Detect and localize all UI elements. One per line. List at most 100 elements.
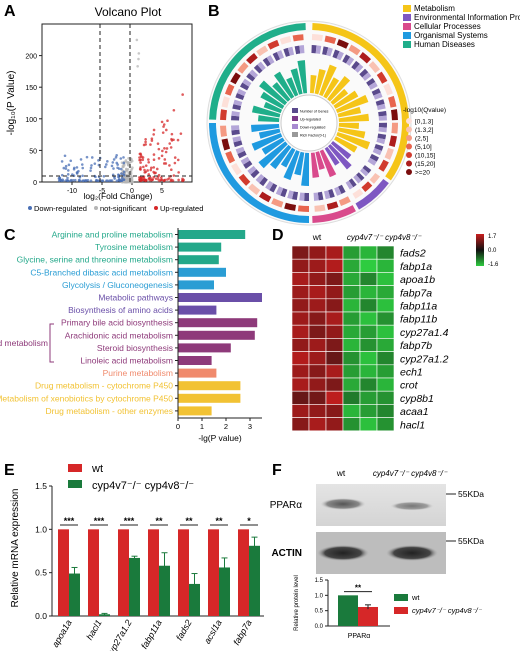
qpcr-y-tick-label: 1.0: [35, 524, 47, 534]
circos-down-ring: [373, 92, 383, 100]
enrichment-category-label: Biosynthesis of amino acids: [68, 305, 173, 315]
circos-up-ring: [294, 45, 301, 55]
heatmap-cell: [308, 258, 327, 273]
volcano-point: [163, 158, 167, 161]
volcano-point: [137, 57, 140, 61]
heatmap-cell: [291, 311, 310, 326]
volcano-point: [157, 173, 161, 177]
circos-inner-legend-label: Down-regulated: [300, 126, 325, 130]
protein-bars: **: [338, 584, 378, 626]
volcano-x-tick-label: 5: [160, 188, 164, 195]
enrichment-category-label: Primary bile acid biosynthesis: [61, 318, 173, 328]
circos-qvalue-ring: [279, 36, 292, 45]
volcano-point: [143, 168, 146, 172]
volcano-point: [80, 163, 84, 166]
circos-rich-bar: [319, 149, 337, 178]
circos-down-ring: [276, 50, 285, 60]
qvalue-legend-dot: [406, 160, 412, 167]
circos-up-ring: [378, 122, 387, 128]
volcano-point: [151, 178, 154, 181]
band-ppara-ko: [390, 501, 434, 511]
panel-letter-b: B: [208, 3, 220, 20]
enrichment-bar: [178, 330, 255, 340]
marker-size-ppara: 55KDa: [458, 489, 484, 499]
volcano-point: [159, 178, 163, 182]
volcano-point: [165, 128, 168, 132]
circos-up-ring: [311, 45, 317, 54]
qpcr-sig-label: *: [247, 516, 251, 526]
circos-down-ring: [233, 99, 243, 107]
circos-down-ring: [360, 168, 369, 177]
volcano-point: [139, 166, 142, 169]
circos-outer-ring: [209, 23, 306, 120]
band-actin-ko: [386, 545, 438, 561]
volcano-point: [69, 159, 73, 163]
circos-up-ring: [317, 191, 324, 201]
circos-rich-bar: [251, 123, 280, 133]
category-legend-label: Metabolism: [414, 4, 455, 13]
volcano-point: [122, 178, 126, 181]
circos-down-ring: [378, 127, 387, 133]
circos-qvalue-ring: [311, 34, 323, 42]
circos-down-ring: [336, 51, 344, 61]
circos-qvalue-ring: [348, 44, 361, 56]
enrichment-bar: [178, 368, 217, 378]
heatmap-cell: [325, 298, 344, 313]
volcano-point: [152, 153, 156, 156]
volcano-point: [160, 154, 164, 158]
volcano-point: [179, 132, 183, 135]
protein-y-tick-label: 1.5: [315, 578, 324, 584]
heatmap-cell: [325, 338, 344, 352]
circos-up-ring: [237, 150, 247, 159]
qpcr-bar-wt: [208, 529, 219, 616]
volcano-point: [97, 179, 100, 183]
scale-max: 1.7: [488, 234, 497, 240]
enrichment-bar: [178, 343, 231, 353]
volcano-point: [89, 179, 93, 183]
volcano-point: [150, 137, 154, 141]
heatmap-cell: [308, 272, 327, 286]
circos-rich-bar: [294, 151, 305, 176]
volcano-y-tick-label: 0: [33, 180, 37, 187]
volcano-point: [165, 147, 169, 150]
volcano-point: [177, 178, 180, 182]
volcano-point: [168, 142, 172, 145]
heatmap-gene-label: ech1: [400, 367, 423, 379]
heatmap-gradient: [476, 234, 484, 266]
heatmap-cell: [376, 272, 395, 286]
circos-qvalue-ring: [237, 61, 249, 74]
qpcr-gene-label: hacl1: [84, 618, 103, 642]
circos-rich-bar: [301, 152, 309, 186]
circos-rich-bar: [258, 128, 281, 139]
heatmap-cell: [325, 258, 344, 273]
volcano-point: [67, 163, 71, 167]
qvalue-legend-label: (10,15]: [415, 153, 435, 160]
volcano-point: [166, 119, 169, 123]
volcano-point: [163, 147, 166, 150]
heatmap-cell: [359, 377, 378, 392]
heatmap-cell: [342, 351, 361, 366]
circos-inner-legend-label: Number of Genes: [300, 110, 329, 114]
protein-legend-wt: wt: [411, 593, 420, 602]
heatmap-cell: [359, 245, 378, 260]
circos-down-ring: [242, 78, 252, 87]
volcano-point: [152, 158, 156, 162]
heatmap-cell: [376, 377, 395, 392]
volcano-point: [106, 160, 109, 163]
circos-up-ring: [375, 99, 385, 106]
qpcr-y-ticks: 0.0 0.5 1.0 1.5: [35, 481, 52, 621]
qpcr-gene-label: cyp27a1.2: [104, 618, 133, 651]
volcano-point: [63, 154, 67, 158]
volcano-point: [115, 179, 119, 183]
circos-qvalue-ring: [224, 83, 235, 96]
volcano-point: [60, 160, 64, 163]
circos-rich-bar: [338, 113, 369, 123]
volcano-x-tick-label: -10: [67, 188, 77, 195]
heatmap-cell: [291, 364, 310, 379]
circos-up-ring: [259, 176, 268, 187]
circos-rich-bar: [338, 122, 359, 129]
heatmap-gene-labels: fads2fabp1aapoa1bfabp7afabp11afabp11bcyp…: [400, 248, 449, 432]
volcano-point: [139, 158, 142, 162]
heatmap-gene-label: cyp27a1.4: [400, 327, 449, 339]
